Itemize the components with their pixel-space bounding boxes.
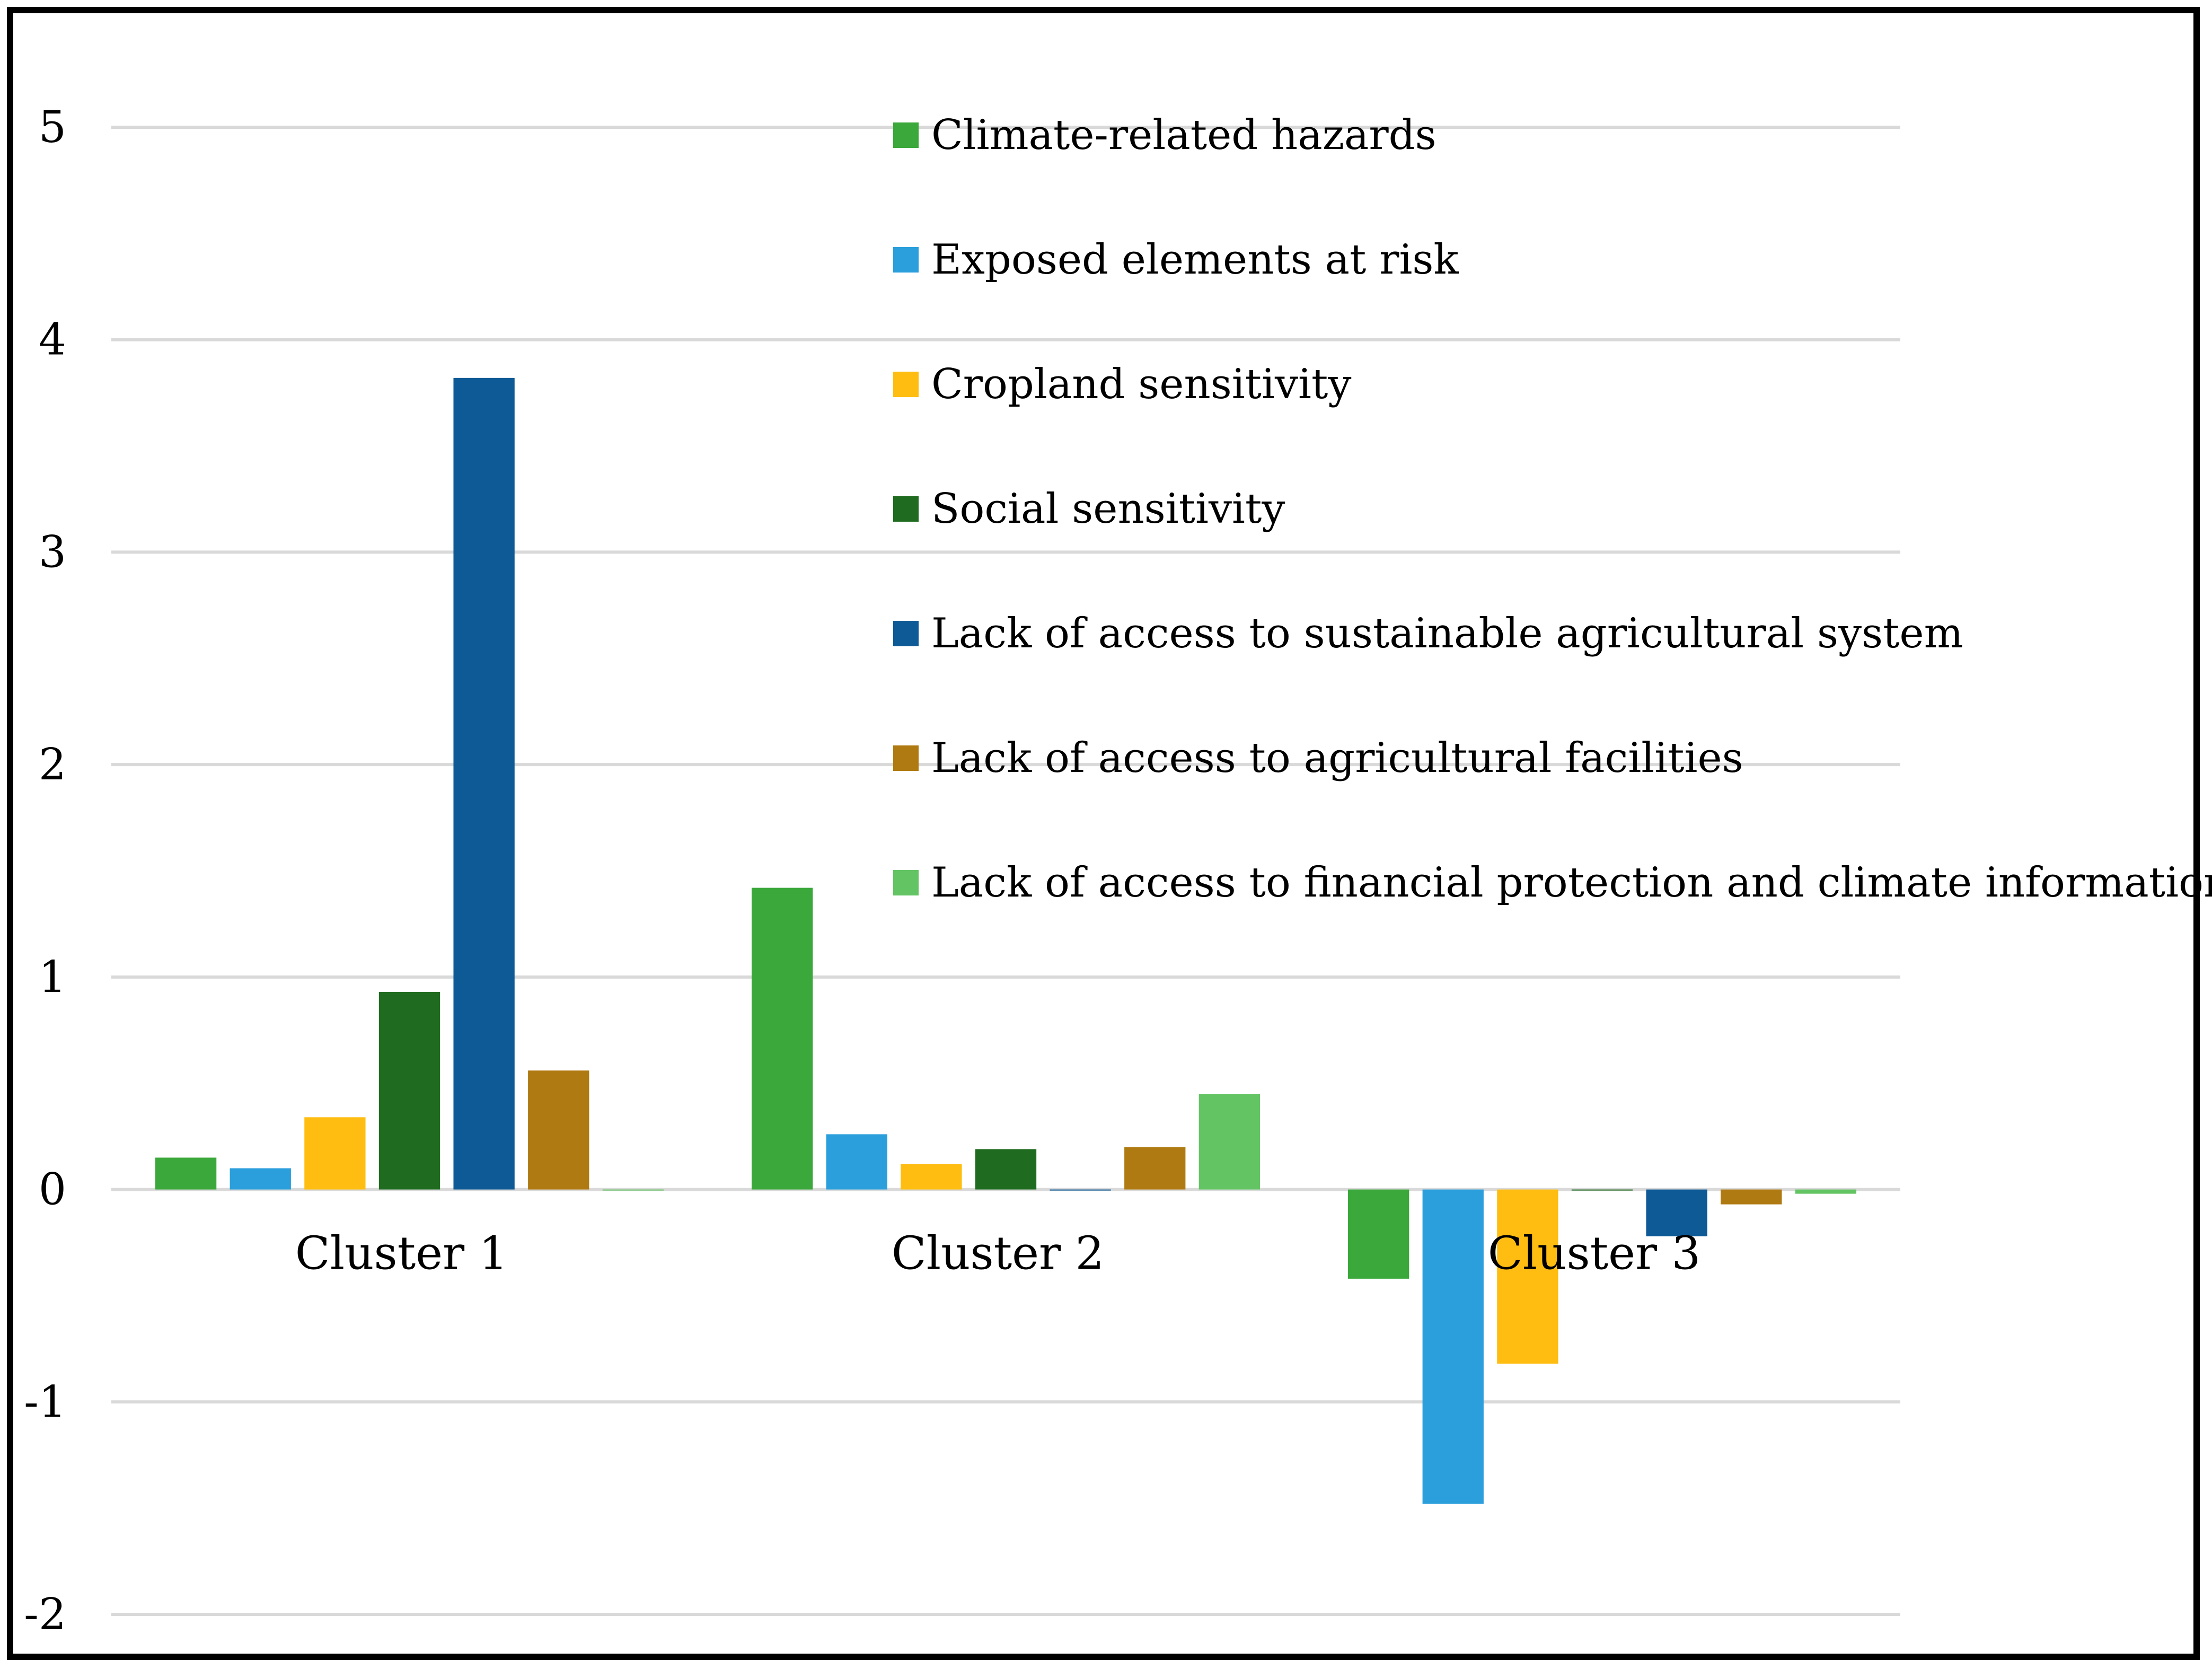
legend-label-6: Lack of access to financial protection a… xyxy=(931,859,2212,907)
bar-0-0 xyxy=(155,1157,217,1190)
legend-label-4: Lack of access to sustainable agricultur… xyxy=(931,610,1963,657)
category-labels: Cluster 1 Cluster 2 Cluster 3 xyxy=(295,1227,1700,1280)
legend-label-0: Climate-related hazards xyxy=(931,111,1437,159)
legend-label-1: Exposed elements at risk xyxy=(931,236,1459,284)
bar-1-0 xyxy=(751,888,813,1190)
bar-1-6 xyxy=(1198,1094,1261,1190)
bar-1-3 xyxy=(975,1149,1037,1190)
legend-swatch-6 xyxy=(893,870,919,895)
bar-0-1 xyxy=(230,1168,291,1190)
chart-frame xyxy=(7,7,2200,1660)
bar-2-3 xyxy=(1571,1189,1633,1191)
category-label: Cluster 3 xyxy=(1488,1227,1700,1280)
legend: Climate-related hazards Exposed elements … xyxy=(893,111,2212,907)
legend-swatch-4 xyxy=(893,621,919,646)
bars xyxy=(155,377,1857,1504)
bar-1-1 xyxy=(826,1134,887,1190)
bar-1-4 xyxy=(1050,1189,1111,1191)
bar-0-2 xyxy=(304,1117,366,1190)
y-tick-label: 2 xyxy=(39,740,66,790)
bar-0-6 xyxy=(602,1189,664,1191)
bar-2-0 xyxy=(1347,1189,1409,1279)
category-label: Cluster 1 xyxy=(295,1227,508,1280)
y-tick-label: 3 xyxy=(39,527,66,577)
bar-2-5 xyxy=(1721,1189,1782,1205)
legend-swatch-0 xyxy=(893,122,919,148)
bar-2-6 xyxy=(1795,1189,1857,1194)
bar-0-4 xyxy=(453,377,515,1190)
bar-2-1 xyxy=(1422,1189,1484,1504)
y-axis-ticks: -2 -1 0 1 2 3 4 5 xyxy=(24,102,66,1640)
bar-1-2 xyxy=(901,1164,962,1190)
legend-swatch-3 xyxy=(893,496,919,522)
bar-0-3 xyxy=(378,991,440,1190)
bar-0-5 xyxy=(528,1070,589,1190)
bar-2-2 xyxy=(1497,1189,1558,1364)
category-label: Cluster 2 xyxy=(892,1227,1104,1280)
y-tick-label: 1 xyxy=(39,952,66,1003)
legend-label-2: Cropland sensitivity xyxy=(931,361,1351,408)
legend-swatch-5 xyxy=(893,745,919,771)
y-tick-label: 5 xyxy=(39,102,66,153)
legend-swatch-1 xyxy=(893,247,919,273)
legend-label-5: Lack of access to agricultural facilitie… xyxy=(931,734,1743,782)
bar-1-5 xyxy=(1124,1147,1186,1190)
bar-2-4 xyxy=(1646,1189,1707,1236)
y-tick-label: -1 xyxy=(24,1377,66,1427)
y-tick-label: 4 xyxy=(39,315,66,365)
legend-swatch-2 xyxy=(893,372,919,397)
y-tick-label: -2 xyxy=(24,1589,66,1640)
y-tick-label: 0 xyxy=(39,1165,66,1215)
legend-label-3: Social sensitivity xyxy=(931,485,1285,533)
